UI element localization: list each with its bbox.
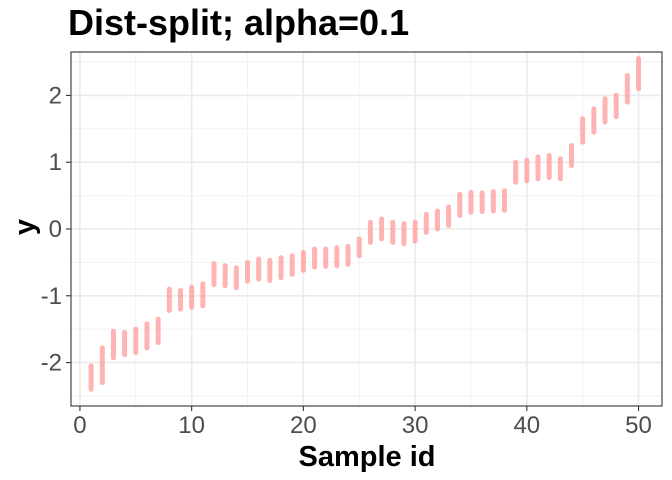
y-tick-label: -1	[41, 283, 62, 310]
x-axis-ticks: 0 10 20 30 40 50	[73, 406, 652, 439]
x-tick-label: 20	[290, 412, 317, 439]
interval-marks	[88, 56, 642, 392]
x-tick-label: 0	[73, 412, 86, 439]
x-tick-label: 10	[178, 412, 205, 439]
y-tick-label: 2	[49, 82, 62, 109]
y-tick-label: 1	[49, 149, 62, 176]
y-axis-ticks: -2 -1 0 1 2	[41, 82, 71, 377]
x-tick-label: 30	[402, 412, 429, 439]
y-tick-label: 0	[49, 216, 62, 243]
x-tick-label: 50	[625, 412, 652, 439]
y-tick-label: -2	[41, 350, 62, 377]
major-gridlines	[71, 52, 662, 406]
x-axis-title: Sample id	[299, 441, 436, 473]
y-axis-title: y	[9, 219, 41, 235]
chart-title: Dist-split; alpha=0.1	[68, 2, 409, 43]
x-tick-label: 40	[513, 412, 540, 439]
